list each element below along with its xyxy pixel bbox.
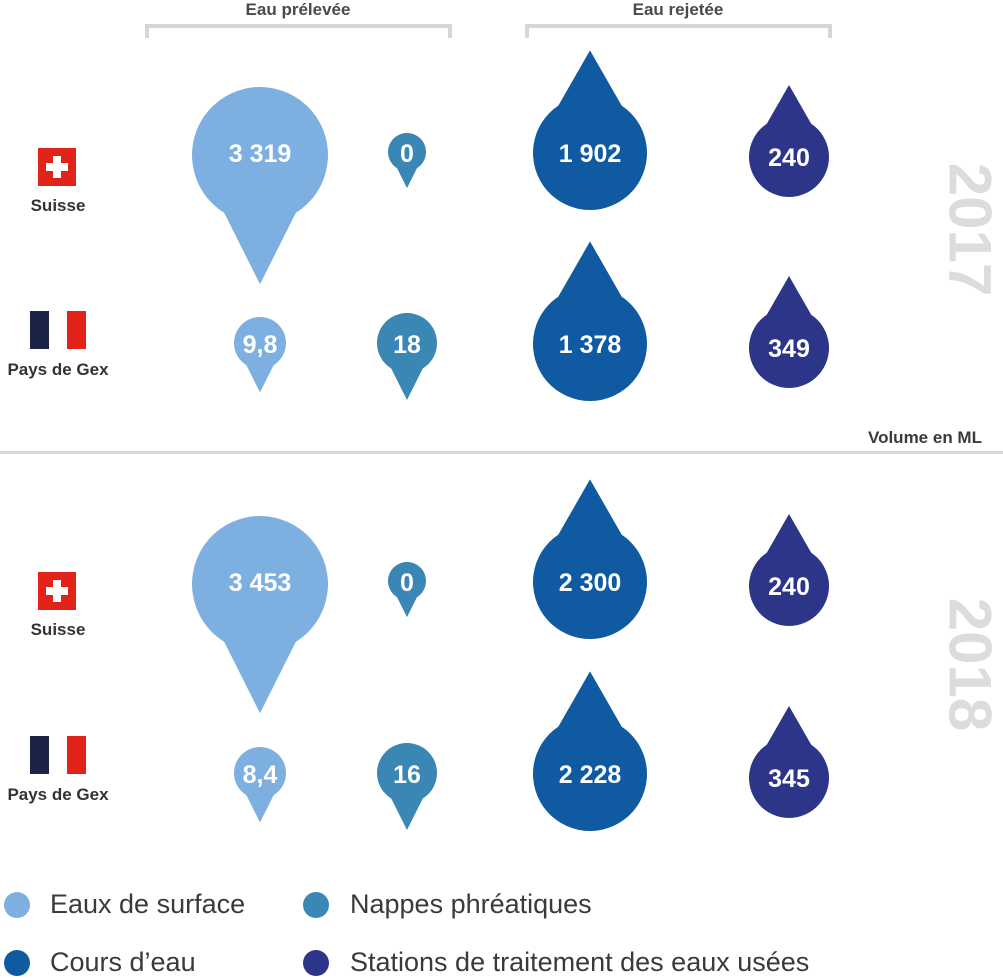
- french-flag-icon: [30, 311, 87, 349]
- legend-dot-stations: [303, 950, 329, 976]
- data-label-stations: 240: [768, 573, 810, 601]
- drop-stations: [749, 85, 830, 198]
- legend-dot-cours-d-eau: [4, 950, 30, 976]
- drop-stations: [749, 514, 830, 627]
- header-eau-prelevee: Eau prélevée: [245, 0, 351, 19]
- data-label-eaux-de-surface: 8,4: [243, 761, 278, 789]
- data-label-eaux-de-surface: 3 319: [229, 140, 292, 168]
- data-label-cours-d-eau: 1 902: [559, 140, 622, 168]
- legend-label-eaux-de-surface: Eaux de surface: [50, 889, 246, 919]
- legend-dot-nappes-phreatiques: [303, 892, 329, 918]
- country-label-pays-de-gex: Pays de Gex: [7, 785, 109, 804]
- legend-dot-eaux-de-surface: [4, 892, 30, 918]
- data-label-stations: 240: [768, 144, 810, 172]
- drop-eaux-de-surface: [234, 317, 286, 393]
- data-label-nappes-phreatiques: 0: [400, 569, 414, 597]
- country-label-suisse: Suisse: [30, 620, 86, 639]
- data-label-eaux-de-surface: 3 453: [229, 569, 292, 597]
- data-label-nappes-phreatiques: 18: [393, 331, 421, 359]
- data-label-cours-d-eau: 2 228: [559, 761, 622, 789]
- drop-cours-d-eau: [533, 479, 647, 639]
- drop-stations: [749, 276, 830, 388]
- drop-eaux-de-surface: [192, 87, 328, 285]
- country-label-pays-de-gex: Pays de Gex: [7, 360, 109, 379]
- legend-label-nappes-phreatiques: Nappes phréatiques: [350, 889, 592, 919]
- drop-nappes-phreatiques: [377, 743, 438, 830]
- drop-stations: [749, 706, 830, 819]
- country-label-suisse: Suisse: [30, 196, 86, 215]
- bracket-eau-rejetee: [525, 24, 832, 38]
- french-flag-icon: [30, 736, 87, 774]
- drop-eaux-de-surface: [192, 516, 328, 714]
- data-label-cours-d-eau: 1 378: [559, 331, 622, 359]
- bracket-eau-prelevee: [145, 24, 452, 38]
- drop-cours-d-eau: [533, 50, 648, 211]
- legend-label-cours-d-eau: Cours d’eau: [50, 947, 196, 977]
- drop-cours-d-eau: [533, 241, 647, 401]
- data-label-eaux-de-surface: 9,8: [243, 331, 278, 359]
- drop-nappes-phreatiques: [388, 562, 426, 618]
- data-label-nappes-phreatiques: 16: [393, 761, 421, 789]
- swiss-flag-icon: [38, 572, 76, 610]
- header-eau-rejetee: Eau rejetée: [632, 0, 724, 19]
- drop-nappes-phreatiques: [377, 313, 438, 400]
- year-separator: [0, 451, 1003, 454]
- data-label-stations: 349: [768, 335, 810, 363]
- drop-cours-d-eau: [533, 671, 647, 831]
- drop-eaux-de-surface: [234, 747, 286, 823]
- data-label-stations: 345: [768, 765, 810, 793]
- drop-nappes-phreatiques: [388, 132, 426, 189]
- data-label-cours-d-eau: 2 300: [559, 569, 622, 597]
- swiss-flag-icon: [38, 148, 76, 186]
- legend-label-stations: Stations de traitement des eaux usées: [350, 947, 810, 977]
- data-label-nappes-phreatiques: 0: [400, 140, 414, 168]
- unit-label: Volume en ML: [868, 428, 982, 447]
